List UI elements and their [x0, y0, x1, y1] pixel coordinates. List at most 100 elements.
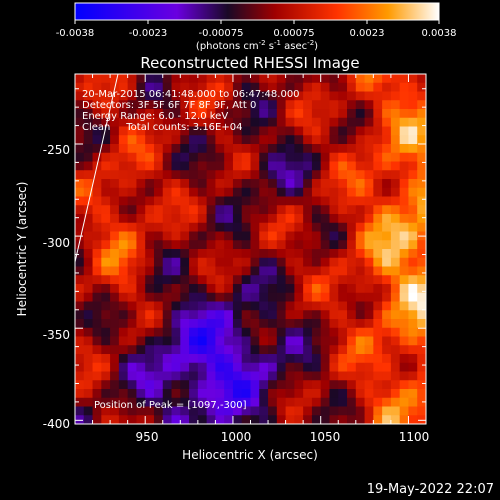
heatmap-cell — [390, 205, 401, 215]
heatmap-cell — [373, 371, 383, 381]
heatmap-cell — [329, 301, 339, 311]
heatmap-cell — [189, 345, 199, 355]
heatmap-cell — [224, 205, 234, 215]
heatmap-cell — [285, 117, 295, 128]
heatmap-cell — [276, 109, 287, 119]
heatmap-cell — [285, 222, 295, 233]
heatmap-cell — [127, 100, 138, 110]
heatmap-cell — [153, 187, 164, 198]
heatmap-cell — [355, 196, 366, 206]
heatmap-cell — [241, 310, 252, 320]
heatmap-cell — [206, 415, 217, 424]
heatmap-cell — [399, 135, 410, 145]
y-axis-label: Heliocentric Y (arcsec) — [15, 182, 29, 317]
heatmap-cell — [294, 91, 304, 101]
heatmap-cell — [320, 82, 331, 93]
heatmap-cell — [329, 310, 339, 320]
heatmap-cell — [294, 362, 304, 373]
heatmap-cell — [285, 74, 295, 84]
heatmap-cell — [75, 196, 85, 206]
heatmap-cell — [347, 380, 357, 390]
heatmap-cell — [241, 275, 252, 285]
heatmap-cell — [347, 214, 357, 224]
heatmap-cell — [364, 117, 374, 128]
heatmap-cell — [399, 319, 410, 329]
heatmap-cell — [171, 362, 181, 373]
heatmap-cell — [101, 336, 111, 346]
heatmap-cell — [153, 371, 164, 381]
heatmap-cell — [232, 266, 243, 276]
heatmap-cell — [373, 100, 383, 110]
heatmap-cell — [180, 205, 190, 215]
heatmap-cell — [417, 275, 426, 285]
heatmap-cell — [83, 135, 94, 145]
heatmap-cell — [101, 187, 111, 198]
heatmap-cell — [364, 275, 374, 285]
heatmap-cell — [373, 214, 383, 224]
heatmap-cell — [373, 187, 383, 198]
heatmap-cell — [162, 266, 173, 276]
heatmap-cell — [250, 415, 260, 424]
heatmap-cell — [303, 82, 313, 93]
heatmap-cell — [417, 284, 426, 294]
heatmap-cell — [259, 144, 269, 154]
heatmap-cell — [285, 214, 295, 224]
heatmap-cell — [259, 179, 269, 189]
heatmap-cell — [355, 205, 366, 215]
heatmap-cell — [127, 406, 138, 416]
heatmap-cell — [408, 371, 418, 381]
heatmap-cell — [153, 266, 164, 276]
heatmap-cell — [390, 240, 401, 250]
heatmap-cell — [408, 406, 418, 416]
heatmap-cell — [373, 257, 383, 268]
heatmap-cell — [145, 214, 155, 224]
heatmap-cell — [382, 179, 392, 189]
heatmap-cell — [206, 205, 217, 215]
heatmap-cell — [127, 354, 138, 364]
heatmap-cell — [276, 415, 287, 424]
heatmap-cell — [197, 214, 208, 224]
heatmap-cell — [75, 222, 85, 233]
heatmap-cell — [364, 152, 374, 163]
heatmap-cell — [232, 214, 243, 224]
heatmap-cell — [232, 82, 243, 93]
heatmap-cell — [127, 345, 138, 355]
heatmap-cell — [110, 345, 120, 355]
heatmap-cell — [276, 345, 287, 355]
heatmap-cell — [127, 284, 138, 294]
heatmap-cell — [83, 327, 94, 338]
heatmap-cell — [136, 214, 146, 224]
heatmap-cell — [355, 91, 366, 101]
heatmap-cell — [110, 152, 120, 163]
heatmap-cell — [294, 187, 304, 198]
heatmap-cell — [110, 222, 120, 233]
heatmap-cell — [189, 389, 199, 399]
heatmap-cell — [75, 415, 85, 424]
heatmap-cell — [83, 231, 94, 241]
heatmap-cell — [390, 389, 401, 399]
heatmap-cell — [145, 292, 155, 303]
heatmap-cell — [382, 126, 392, 136]
heatmap-cell — [206, 161, 217, 171]
heatmap-cell — [206, 231, 217, 241]
heatmap-cell — [180, 144, 190, 154]
heatmap-cell — [408, 397, 418, 408]
heatmap-cell — [355, 301, 366, 311]
heatmap-cell — [311, 249, 322, 259]
heatmap-cell — [136, 284, 146, 294]
heatmap-cell — [338, 179, 348, 189]
heatmap-cell — [232, 389, 243, 399]
colorbar-tick-label: 0.00075 — [273, 28, 314, 39]
heatmap-cell — [294, 406, 304, 416]
heatmap-cell — [268, 179, 278, 189]
heatmap-cell — [417, 249, 426, 259]
heatmap-cell — [399, 161, 410, 171]
heatmap-cell — [75, 74, 85, 84]
heatmap-cell — [118, 144, 129, 154]
heatmap-cell — [127, 249, 138, 259]
heatmap-cell — [408, 266, 418, 276]
heatmap-cell — [127, 74, 138, 84]
heatmap-cell — [311, 319, 322, 329]
heatmap-cell — [136, 371, 146, 381]
heatmap-cell — [136, 319, 146, 329]
